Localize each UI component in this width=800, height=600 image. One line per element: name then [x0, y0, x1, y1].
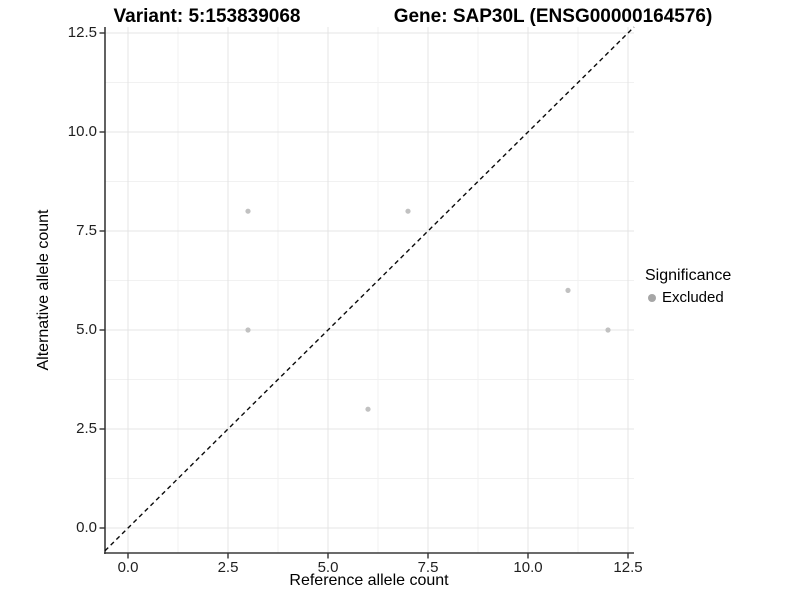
y-tick-label: 7.5	[76, 222, 97, 239]
x-tick-label: 2.5	[217, 559, 239, 576]
y-tick-label: 2.5	[76, 420, 97, 437]
x-tick-label: 12.5	[613, 559, 643, 576]
x-tick-label: 0.0	[117, 559, 139, 576]
data-point[interactable]	[245, 208, 251, 214]
plot-title-gene: Gene: SAP30L (ENSG00000164576)	[393, 6, 713, 27]
x-tick-label: 5.0	[317, 559, 339, 576]
legend-title: Significance	[645, 267, 732, 284]
x-tick-label: 7.5	[417, 559, 439, 576]
plot-title-variant: Variant: 5:153839068	[113, 6, 301, 27]
data-point[interactable]	[245, 327, 251, 333]
identity-dashed-line	[104, 26, 635, 552]
data-point[interactable]	[405, 208, 411, 214]
x-tick-label: 10.0	[513, 559, 543, 576]
y-tick-label: 10.0	[67, 123, 97, 140]
legend-key-dot-icon	[648, 293, 656, 302]
y-tick-label: 12.5	[67, 24, 97, 41]
data-point[interactable]	[365, 406, 371, 412]
x-axis-label: Reference allele count	[289, 572, 449, 589]
data-point[interactable]	[565, 287, 571, 293]
legend: Significance Excluded	[645, 267, 731, 306]
legend-item-label: Excluded	[662, 289, 724, 306]
y-tick-label: 0.0	[76, 519, 97, 536]
data-point[interactable]	[605, 327, 611, 333]
y-tick-label: 5.0	[76, 321, 97, 338]
legend-item-excluded[interactable]: Excluded	[645, 289, 731, 306]
